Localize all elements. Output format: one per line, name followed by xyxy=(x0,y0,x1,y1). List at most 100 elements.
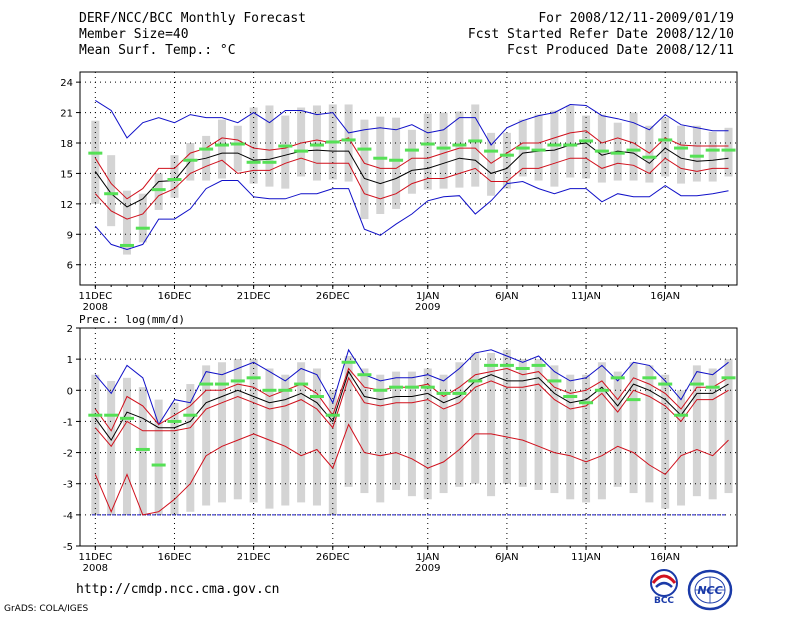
series-min-line xyxy=(94,423,729,516)
series-max-line xyxy=(94,348,729,426)
reference-marker xyxy=(389,158,404,162)
reference-marker xyxy=(246,160,261,164)
spread-box xyxy=(423,113,432,190)
reference-marker xyxy=(484,149,499,153)
reference-marker xyxy=(452,391,467,395)
reference-marker xyxy=(436,391,451,395)
source-url[interactable]: http://cmdp.ncc.cma.gov.cn xyxy=(76,582,280,597)
reference-marker xyxy=(721,376,736,380)
x-tick-label: 16DEC xyxy=(158,291,192,302)
spread-box xyxy=(550,365,559,494)
reference-marker xyxy=(88,413,103,417)
reference-marker xyxy=(230,142,245,146)
reference-marker xyxy=(104,192,119,196)
reference-marker xyxy=(499,153,514,157)
plot-frame xyxy=(79,71,738,286)
forecast-title: DERF/NCC/BCC Monthly Forecast xyxy=(79,11,306,26)
reference-marker xyxy=(341,138,356,142)
reference-marker xyxy=(262,388,277,392)
reference-marker xyxy=(373,388,388,392)
spread-box xyxy=(597,362,606,500)
precip-panel-title: Prec.: log(mm/d) xyxy=(79,313,185,326)
y-tick-label: 6 xyxy=(67,261,73,272)
reference-marker xyxy=(199,382,214,386)
reference-marker xyxy=(309,143,324,147)
reference-marker xyxy=(515,146,530,150)
header-left: DERF/NCC/BCC Monthly Forecast Member Size… xyxy=(79,11,306,59)
reference-marker xyxy=(626,148,641,152)
reference-marker xyxy=(357,373,372,377)
spread-box xyxy=(107,380,116,515)
reference-marker xyxy=(594,149,609,153)
spread-box xyxy=(708,368,717,500)
spread-box xyxy=(613,371,622,487)
reference-marker xyxy=(167,178,182,182)
reference-marker xyxy=(325,413,340,417)
y-tick-label: 21 xyxy=(60,109,73,120)
spread-box xyxy=(471,104,480,187)
spread-box xyxy=(138,193,147,243)
reference-marker xyxy=(404,385,419,389)
reference-marker xyxy=(119,243,134,247)
series-lower-line xyxy=(94,157,729,220)
bcc-logo: BCC xyxy=(644,568,684,610)
reference-marker xyxy=(214,143,229,147)
spread-box xyxy=(502,349,511,484)
spread-box xyxy=(566,105,575,178)
x-tick-label: 11JAN xyxy=(571,552,601,563)
reference-marker xyxy=(642,155,657,159)
series-min-line xyxy=(94,180,729,251)
spread-box xyxy=(439,112,448,189)
reference-marker xyxy=(674,413,689,417)
bcc-logo-text: BCC xyxy=(654,596,674,606)
x-tick-label: 21DEC xyxy=(237,291,271,302)
reference-marker xyxy=(246,376,261,380)
start-date: Fcst Started Refer Date 2008/12/10 xyxy=(467,27,734,42)
reference-marker xyxy=(183,413,198,417)
spread-box xyxy=(122,190,131,255)
plot-frame xyxy=(79,327,738,547)
reference-marker xyxy=(610,376,625,380)
spread-box xyxy=(645,365,654,503)
reference-marker xyxy=(104,413,119,417)
spread-box xyxy=(186,384,195,512)
reference-marker xyxy=(167,419,182,423)
reference-marker xyxy=(373,156,388,160)
produced-date: Fcst Produced Date 2008/12/11 xyxy=(507,43,734,58)
reference-marker xyxy=(214,382,229,386)
reference-marker xyxy=(88,151,103,155)
spread-box xyxy=(249,107,258,184)
reference-marker xyxy=(341,360,356,364)
y-tick-label: 15 xyxy=(60,169,73,180)
reference-marker xyxy=(357,147,372,151)
spread-box xyxy=(265,368,274,509)
spread-box xyxy=(471,352,480,484)
reference-marker xyxy=(262,160,277,164)
x-tick-label: 6JAN xyxy=(495,552,518,563)
spread-box xyxy=(217,119,226,179)
spread-box xyxy=(312,105,321,181)
reference-marker xyxy=(325,140,340,144)
spread-box xyxy=(281,115,290,189)
x-tick-year-label: 2009 xyxy=(415,563,440,574)
header-right: For 2008/12/11-2009/01/19 Fcst Started Re… xyxy=(468,11,734,59)
reference-marker xyxy=(563,143,578,147)
reference-marker xyxy=(151,463,166,467)
reference-marker xyxy=(135,226,150,230)
y-tick-label: 2 xyxy=(67,324,73,335)
reference-marker xyxy=(689,154,704,158)
y-tick-label: -4 xyxy=(63,511,73,522)
reference-marker xyxy=(579,401,594,405)
y-tick-label: 9 xyxy=(67,230,73,241)
spread-box xyxy=(566,374,575,500)
reference-marker xyxy=(674,146,689,150)
reference-marker xyxy=(468,379,483,383)
spread-box xyxy=(407,371,416,497)
variable-label: Mean Surf. Temp.: °C xyxy=(79,43,236,58)
reference-marker xyxy=(705,148,720,152)
reference-marker xyxy=(658,382,673,386)
y-tick-label: -5 xyxy=(63,542,73,553)
